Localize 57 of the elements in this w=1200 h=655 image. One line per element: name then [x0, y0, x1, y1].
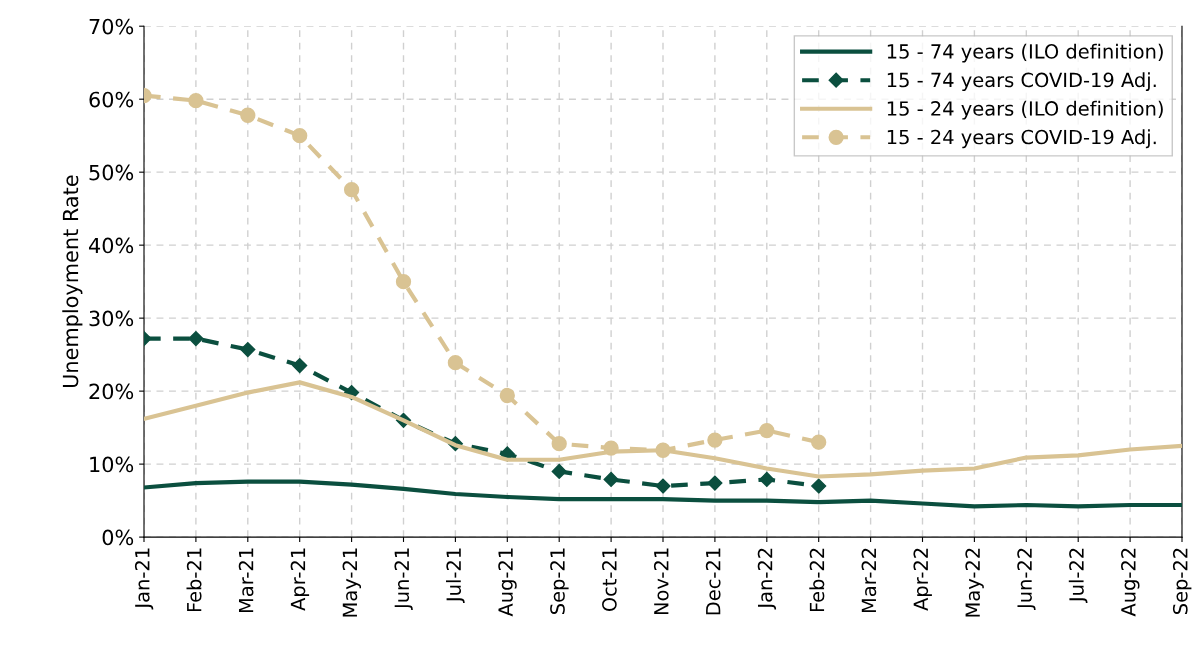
point	[551, 463, 567, 479]
point	[811, 434, 827, 450]
x-tick-label: Nov-21	[653, 548, 669, 615]
x-tick-label: Jul-22	[1068, 548, 1088, 604]
y-tick-label: 30%	[89, 310, 134, 327]
x-tick-label: May-22	[965, 548, 984, 617]
point	[292, 128, 308, 144]
point	[292, 358, 308, 374]
point	[499, 387, 515, 404]
legend-label: 15 - 74 years (ILO definition)	[887, 43, 1163, 63]
line-series	[144, 479, 1182, 509]
point	[240, 341, 256, 358]
x-tick-label: Dec-21	[705, 548, 721, 615]
point	[603, 471, 619, 488]
point	[551, 436, 567, 452]
point	[811, 478, 827, 494]
point	[447, 355, 464, 371]
x-tick-label: Apr-21	[290, 548, 310, 611]
x-tick-label: Jun-22	[1017, 548, 1036, 610]
y-tick-label: 0%	[102, 529, 134, 546]
x-tick-label: Jul-21	[445, 548, 465, 604]
y-tick-label: 20%	[89, 383, 134, 400]
y-tick-label: 70%	[89, 18, 134, 35]
x-tick-label: Mar-22	[861, 548, 877, 613]
point	[343, 182, 360, 198]
point	[603, 440, 619, 456]
x-tick-label: Jan-22	[757, 548, 777, 610]
y-tick-label: 40%	[88, 237, 134, 254]
x-tick-label: Feb-22	[809, 548, 825, 612]
legend-label: 15 - 74 years COVID-19 Adj.	[887, 72, 1156, 92]
point	[395, 274, 412, 290]
x-tick-label: Sep-22	[1172, 548, 1192, 614]
y-axis-title: Unemployment Rate	[62, 175, 83, 388]
point	[707, 475, 723, 491]
x-tick-label: Jan-21	[134, 548, 154, 610]
x-tick-label: Aug-22	[1121, 548, 1140, 617]
y-tick-label: 50%	[89, 164, 134, 181]
legend-label: 15 - 24 years (ILO definition)	[887, 100, 1163, 120]
x-tick-label: Oct-21	[602, 548, 617, 612]
point	[655, 442, 671, 458]
point	[655, 478, 671, 494]
x-tick-label: Jun-21	[394, 548, 413, 610]
point	[240, 107, 256, 123]
point	[188, 331, 204, 347]
x-tick-label: Aug-21	[498, 548, 517, 617]
point	[759, 471, 775, 488]
x-tick-label: Feb-21	[186, 548, 202, 612]
point	[707, 432, 723, 448]
x-tick-label: Apr-22	[913, 548, 932, 611]
point	[188, 93, 204, 109]
x-tick-label: May-21	[342, 548, 362, 617]
y-tick-label: 60%	[89, 91, 134, 108]
x-tick-label: Mar-21	[238, 548, 254, 613]
y-tick-label: 10%	[90, 456, 134, 473]
legend-label: 15 - 24 years COVID-19 Adj.	[887, 129, 1156, 149]
point	[759, 422, 775, 439]
x-tick-label: Sep-21	[550, 548, 569, 614]
